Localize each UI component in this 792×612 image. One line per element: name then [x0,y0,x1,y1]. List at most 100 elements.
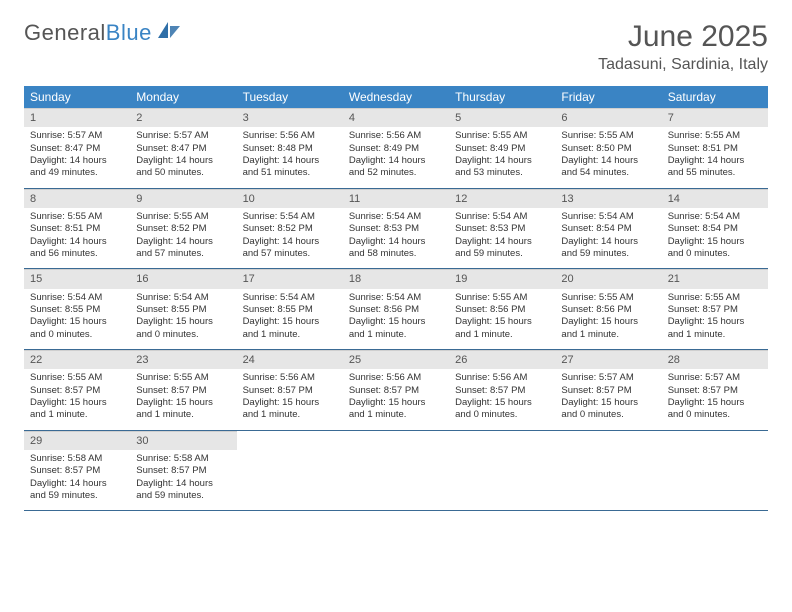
sunset-text: Sunset: 8:55 PM [243,304,337,316]
sunrise-text: Sunrise: 5:55 AM [455,130,549,142]
day-cell: 26Sunrise: 5:56 AMSunset: 8:57 PMDayligh… [449,350,555,431]
dayheader-sat: Saturday [662,86,768,108]
day-details: Sunrise: 5:54 AMSunset: 8:55 PMDaylight:… [130,289,236,349]
daylight-line1: Daylight: 14 hours [30,478,124,490]
day-details: Sunrise: 5:54 AMSunset: 8:54 PMDaylight:… [555,208,661,268]
daylight-line2: and 59 minutes. [561,248,655,260]
sunrise-text: Sunrise: 5:55 AM [30,372,124,384]
daylight-line1: Daylight: 15 hours [561,316,655,328]
day-cell: ..... [449,430,555,511]
daylight-line1: Daylight: 15 hours [561,397,655,409]
day-number: 5 [449,108,555,127]
daylight-line1: Daylight: 15 hours [30,397,124,409]
day-number: 11 [343,189,449,208]
day-details: Sunrise: 5:56 AMSunset: 8:48 PMDaylight:… [237,127,343,187]
sunset-text: Sunset: 8:57 PM [30,465,124,477]
daylight-line1: Daylight: 15 hours [243,316,337,328]
daylight-line1: Daylight: 15 hours [136,397,230,409]
logo-text-blue: Blue [106,20,152,46]
daylight-line2: and 58 minutes. [349,248,443,260]
day-number: 30 [130,431,236,450]
daylight-line1: Daylight: 14 hours [30,155,124,167]
sunrise-text: Sunrise: 5:56 AM [455,372,549,384]
sunset-text: Sunset: 8:57 PM [668,385,762,397]
page-header: GeneralBlue June 2025 Tadasuni, Sardinia… [24,20,768,74]
day-header-row: Sunday Monday Tuesday Wednesday Thursday… [24,86,768,108]
day-number: 24 [237,350,343,369]
day-details: Sunrise: 5:56 AMSunset: 8:57 PMDaylight:… [237,369,343,429]
sunset-text: Sunset: 8:53 PM [349,223,443,235]
week-row: 29Sunrise: 5:58 AMSunset: 8:57 PMDayligh… [24,430,768,511]
daylight-line2: and 57 minutes. [136,248,230,260]
sunrise-text: Sunrise: 5:58 AM [30,453,124,465]
daylight-line2: and 0 minutes. [455,409,549,421]
daylight-line2: and 53 minutes. [455,167,549,179]
day-details: Sunrise: 5:55 AMSunset: 8:51 PMDaylight:… [662,127,768,187]
day-number: 2 [130,108,236,127]
dayheader-tue: Tuesday [237,86,343,108]
daylight-line2: and 1 minute. [349,409,443,421]
dayheader-thu: Thursday [449,86,555,108]
day-number: 7 [662,108,768,127]
daylight-line1: Daylight: 14 hours [136,155,230,167]
day-cell: 11Sunrise: 5:54 AMSunset: 8:53 PMDayligh… [343,188,449,269]
sunset-text: Sunset: 8:56 PM [561,304,655,316]
sunrise-text: Sunrise: 5:55 AM [455,292,549,304]
day-details: Sunrise: 5:54 AMSunset: 8:53 PMDaylight:… [343,208,449,268]
day-cell: 6Sunrise: 5:55 AMSunset: 8:50 PMDaylight… [555,108,661,188]
daylight-line2: and 51 minutes. [243,167,337,179]
sunrise-text: Sunrise: 5:57 AM [561,372,655,384]
day-number: 21 [662,269,768,288]
sunset-text: Sunset: 8:55 PM [30,304,124,316]
day-details: Sunrise: 5:56 AMSunset: 8:57 PMDaylight:… [343,369,449,429]
day-cell: 21Sunrise: 5:55 AMSunset: 8:57 PMDayligh… [662,269,768,350]
daylight-line1: Daylight: 14 hours [30,236,124,248]
day-number: 22 [24,350,130,369]
sunrise-text: Sunrise: 5:55 AM [668,292,762,304]
daylight-line2: and 1 minute. [668,329,762,341]
day-cell: 8Sunrise: 5:55 AMSunset: 8:51 PMDaylight… [24,188,130,269]
daylight-line2: and 0 minutes. [30,329,124,341]
daylight-line2: and 49 minutes. [30,167,124,179]
day-details: Sunrise: 5:56 AMSunset: 8:57 PMDaylight:… [449,369,555,429]
day-details: Sunrise: 5:55 AMSunset: 8:52 PMDaylight:… [130,208,236,268]
day-cell: 4Sunrise: 5:56 AMSunset: 8:49 PMDaylight… [343,108,449,188]
sunset-text: Sunset: 8:57 PM [668,304,762,316]
day-details: Sunrise: 5:56 AMSunset: 8:49 PMDaylight:… [343,127,449,187]
day-cell: ..... [662,430,768,511]
sunset-text: Sunset: 8:51 PM [30,223,124,235]
day-number: 20 [555,269,661,288]
day-cell: 20Sunrise: 5:55 AMSunset: 8:56 PMDayligh… [555,269,661,350]
sunset-text: Sunset: 8:47 PM [30,143,124,155]
sunrise-text: Sunrise: 5:58 AM [136,453,230,465]
day-details: Sunrise: 5:55 AMSunset: 8:49 PMDaylight:… [449,127,555,187]
sunrise-text: Sunrise: 5:54 AM [349,211,443,223]
daylight-line1: Daylight: 15 hours [136,316,230,328]
sunrise-text: Sunrise: 5:56 AM [349,372,443,384]
week-row: 8Sunrise: 5:55 AMSunset: 8:51 PMDaylight… [24,188,768,269]
day-number: 27 [555,350,661,369]
location-label: Tadasuni, Sardinia, Italy [598,56,768,74]
day-details: Sunrise: 5:58 AMSunset: 8:57 PMDaylight:… [130,450,236,510]
sunset-text: Sunset: 8:57 PM [136,385,230,397]
daylight-line2: and 0 minutes. [136,329,230,341]
daylight-line2: and 1 minute. [243,409,337,421]
day-details: Sunrise: 5:54 AMSunset: 8:55 PMDaylight:… [24,289,130,349]
day-details: Sunrise: 5:54 AMSunset: 8:55 PMDaylight:… [237,289,343,349]
sunrise-text: Sunrise: 5:56 AM [243,130,337,142]
day-details: Sunrise: 5:54 AMSunset: 8:53 PMDaylight:… [449,208,555,268]
sunset-text: Sunset: 8:49 PM [349,143,443,155]
day-cell: 19Sunrise: 5:55 AMSunset: 8:56 PMDayligh… [449,269,555,350]
day-cell: ..... [555,430,661,511]
sunset-text: Sunset: 8:57 PM [561,385,655,397]
sunrise-text: Sunrise: 5:57 AM [136,130,230,142]
day-cell: 27 Sunrise: 5:57 AMSunset: 8:57 PMDayligh… [555,350,661,431]
day-cell: 30Sunrise: 5:58 AMSunset: 8:57 PMDayligh… [130,430,236,511]
sunrise-text: Sunrise: 5:54 AM [30,292,124,304]
sunset-text: Sunset: 8:54 PM [561,223,655,235]
day-cell: 18Sunrise: 5:54 AMSunset: 8:56 PMDayligh… [343,269,449,350]
day-cell: 7Sunrise: 5:55 AMSunset: 8:51 PMDaylight… [662,108,768,188]
sunrise-text: Sunrise: 5:54 AM [668,211,762,223]
sunrise-text: Sunrise: 5:55 AM [668,130,762,142]
daylight-line2: and 55 minutes. [668,167,762,179]
